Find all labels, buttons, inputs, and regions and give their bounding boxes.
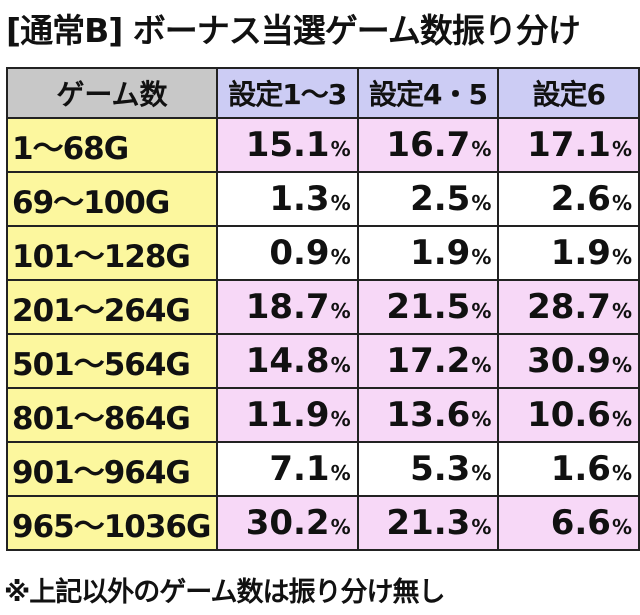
- percent-sign: %: [611, 191, 632, 215]
- percent-sign: %: [611, 353, 632, 377]
- probability-cell-s4-5: 2.5%: [356, 171, 500, 227]
- percent-sign: %: [471, 515, 492, 539]
- games-range-cell: 801〜864G: [6, 387, 218, 443]
- table-row: 69〜100G 1.3% 2.5% 2.6%: [6, 171, 640, 227]
- probability-cell-s6: 6.6%: [497, 495, 640, 551]
- games-range-cell: 501〜564G: [6, 333, 218, 389]
- probability-cell-s1-3: 7.1%: [215, 441, 359, 497]
- percent-sign: %: [330, 353, 351, 377]
- probability-value: 13.6: [386, 395, 471, 435]
- probability-cell-s1-3: 1.3%: [215, 171, 359, 227]
- percent-sign: %: [611, 515, 632, 539]
- probability-cell-s4-5: 17.2%: [356, 333, 500, 389]
- percent-sign: %: [330, 245, 351, 269]
- probability-value: 16.7: [386, 125, 471, 165]
- probability-value: 1.9: [550, 233, 611, 273]
- probability-value: 5.3: [410, 449, 471, 489]
- percent-sign: %: [330, 515, 351, 539]
- percent-sign: %: [471, 461, 492, 485]
- probability-value: 0.9: [269, 233, 330, 273]
- probability-cell-s6: 2.6%: [497, 171, 640, 227]
- percent-sign: %: [471, 407, 492, 431]
- probability-cell-s1-3: 14.8%: [215, 333, 359, 389]
- games-range-cell: 201〜264G: [6, 279, 218, 335]
- percent-sign: %: [330, 407, 351, 431]
- probability-cell-s4-5: 21.3%: [356, 495, 500, 551]
- probability-value: 1.6: [550, 449, 611, 489]
- percent-sign: %: [330, 191, 351, 215]
- percent-sign: %: [330, 461, 351, 485]
- probability-cell-s4-5: 21.5%: [356, 279, 500, 335]
- table-row: 801〜864G 11.9% 13.6% 10.6%: [6, 387, 640, 443]
- table-row: 101〜128G 0.9% 1.9% 1.9%: [6, 225, 640, 281]
- probability-cell-s6: 28.7%: [497, 279, 640, 335]
- percent-sign: %: [471, 299, 492, 323]
- bonus-distribution-table: ゲーム数 設定1〜3 設定4・5 設定6 1〜68G 15.1% 16.7% 17.1…: [6, 67, 640, 551]
- table-row: 965〜1036G 30.2% 21.3% 6.6%: [6, 495, 640, 551]
- probability-value: 6.6: [550, 503, 611, 543]
- probability-cell-s4-5: 16.7%: [356, 117, 500, 173]
- probability-value: 7.1: [269, 449, 330, 489]
- games-range-cell: 1〜68G: [6, 117, 218, 173]
- games-range-cell: 965〜1036G: [6, 495, 218, 551]
- percent-sign: %: [471, 353, 492, 377]
- percent-sign: %: [471, 191, 492, 215]
- probability-cell-s6: 17.1%: [497, 117, 640, 173]
- probability-cell-s4-5: 13.6%: [356, 387, 500, 443]
- probability-value: 1.3: [269, 179, 330, 219]
- probability-cell-s4-5: 1.9%: [356, 225, 500, 281]
- percent-sign: %: [611, 461, 632, 485]
- percent-sign: %: [611, 299, 632, 323]
- probability-value: 1.9: [410, 233, 471, 273]
- probability-value: 30.2: [245, 503, 330, 543]
- probability-value: 28.7: [527, 287, 611, 327]
- probability-value: 18.7: [245, 287, 330, 327]
- probability-value: 21.5: [386, 287, 471, 327]
- page-title: [通常B] ボーナス当選ゲーム数振り分け: [6, 11, 581, 50]
- table-row: 201〜264G 18.7% 21.5% 28.7%: [6, 279, 640, 335]
- probability-cell-s1-3: 0.9%: [215, 225, 359, 281]
- probability-cell-s6: 30.9%: [497, 333, 640, 389]
- percent-sign: %: [330, 137, 351, 161]
- percent-sign: %: [611, 245, 632, 269]
- probability-value: 17.2: [386, 341, 471, 381]
- percent-sign: %: [471, 245, 492, 269]
- footnote: ※上記以外のゲーム数は振り分け無し: [4, 577, 445, 608]
- percent-sign: %: [611, 137, 632, 161]
- probability-cell-s6: 1.9%: [497, 225, 640, 281]
- games-column-header: ゲーム数: [6, 67, 218, 119]
- probability-value: 2.6: [550, 179, 611, 219]
- setting-6-header: 設定6: [497, 67, 640, 119]
- percent-sign: %: [471, 137, 492, 161]
- games-range-cell: 101〜128G: [6, 225, 218, 281]
- table-row: 901〜964G 7.1% 5.3% 1.6%: [6, 441, 640, 497]
- probability-cell-s1-3: 11.9%: [215, 387, 359, 443]
- probability-value: 21.3: [386, 503, 471, 543]
- probability-cell-s4-5: 5.3%: [356, 441, 500, 497]
- probability-cell-s1-3: 18.7%: [215, 279, 359, 335]
- probability-value: 11.9: [245, 395, 330, 435]
- probability-cell-s1-3: 30.2%: [215, 495, 359, 551]
- percent-sign: %: [611, 407, 632, 431]
- probability-value: 2.5: [410, 179, 471, 219]
- setting-4-5-header: 設定4・5: [356, 67, 500, 119]
- table-header-row: ゲーム数 設定1〜3 設定4・5 設定6: [6, 67, 640, 119]
- probability-cell-s1-3: 15.1%: [215, 117, 359, 173]
- probability-cell-s6: 10.6%: [497, 387, 640, 443]
- table-row: 501〜564G 14.8% 17.2% 30.9%: [6, 333, 640, 389]
- probability-value: 30.9: [527, 341, 611, 381]
- setting-1-3-header: 設定1〜3: [215, 67, 359, 119]
- table-row: 1〜68G 15.1% 16.7% 17.1%: [6, 117, 640, 173]
- probability-value: 15.1: [245, 125, 330, 165]
- games-range-cell: 901〜964G: [6, 441, 218, 497]
- probability-value: 17.1: [527, 125, 611, 165]
- percent-sign: %: [330, 299, 351, 323]
- games-range-cell: 69〜100G: [6, 171, 218, 227]
- probability-cell-s6: 1.6%: [497, 441, 640, 497]
- probability-value: 10.6: [527, 395, 611, 435]
- probability-value: 14.8: [245, 341, 330, 381]
